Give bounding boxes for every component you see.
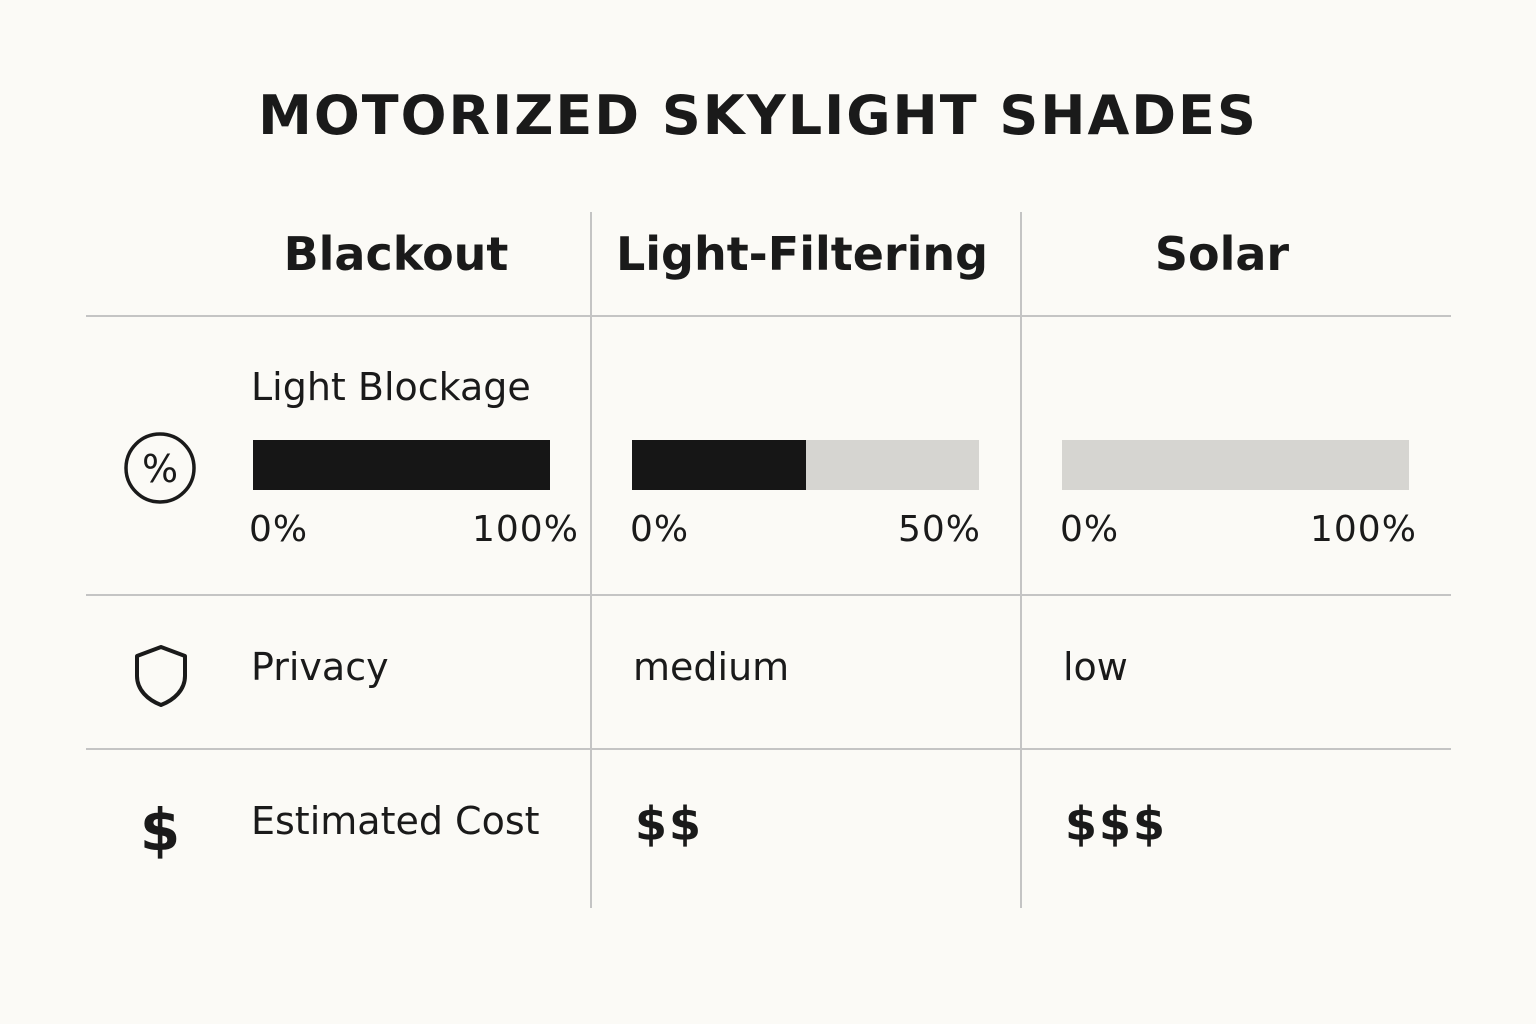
page-title: MOTORIZED SKYLIGHT SHADES [258,84,1258,147]
cost-value-light-filtering: $$ [635,797,704,851]
dollar-icon: $ [139,796,181,864]
column-header-blackout: Blackout [283,227,509,281]
privacy-value-solar: low [1063,645,1128,689]
bar-min-label: 0% [249,509,309,550]
bar-min-label: 0% [630,509,690,550]
light-blockage-bar-fill [253,440,550,490]
light-blockage-bar-blackout [253,440,550,490]
bar-max-label: 100% [1310,509,1417,550]
column-header-light-filtering: Light-Filtering [615,227,989,281]
light-blockage-bar-solar [1062,440,1409,490]
light-blockage-label: Light Blockage [251,365,531,409]
svg-text:%: % [142,447,178,491]
row-divider [86,315,1451,317]
percent-circle-icon: % [124,432,196,504]
column-header-solar: Solar [1154,227,1290,281]
bar-max-label: 100% [472,509,579,550]
column-divider [1020,212,1022,908]
shield-icon [135,645,187,707]
light-blockage-bar-fill [632,440,806,490]
column-divider [590,212,592,908]
light-blockage-bar-light-filtering [632,440,979,490]
privacy-value-light-filtering: medium [633,645,790,689]
row-divider [86,748,1451,750]
estimated-cost-label: Estimated Cost [251,799,540,843]
cost-value-solar: $$$ [1065,797,1168,851]
privacy-label: Privacy [251,645,389,689]
bar-min-label: 0% [1060,509,1120,550]
bar-max-label: 50% [898,509,982,550]
row-divider [86,594,1451,596]
